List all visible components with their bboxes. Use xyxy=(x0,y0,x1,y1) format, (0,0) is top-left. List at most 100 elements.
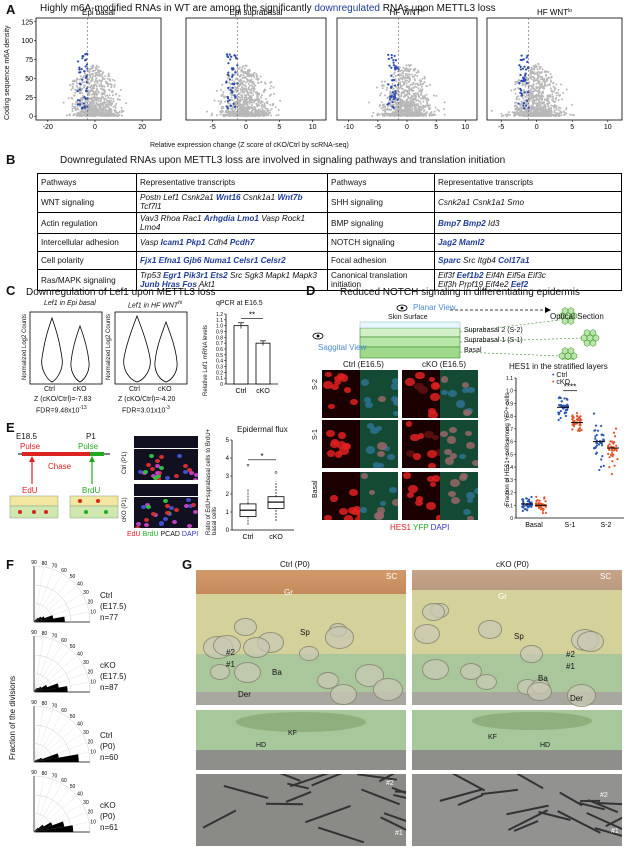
hes1-point xyxy=(594,437,597,440)
hes1-point xyxy=(595,451,598,454)
rose-angle-label: 40 xyxy=(77,791,83,797)
violin2-fdr-text: FDR=3.01x10 xyxy=(122,407,166,415)
rose-angle-label: 30 xyxy=(83,660,89,666)
g-cko-layer-label: #1 xyxy=(566,662,575,671)
rose-angle-label: 30 xyxy=(83,730,89,736)
downregulated-point xyxy=(229,58,232,61)
rose-wedge xyxy=(34,824,44,832)
panel-a-title: Highly m6A-modified RNAs in WT are among… xyxy=(40,3,496,14)
downregulated-point xyxy=(392,97,396,101)
hes1-point xyxy=(578,427,582,430)
rose-wedge xyxy=(34,686,42,692)
downregulated-point xyxy=(525,104,528,107)
transcript-text: Egr1 Pik3r1 Ets2 xyxy=(163,271,228,280)
em-nucleus xyxy=(527,681,552,701)
downregulated-point xyxy=(227,86,230,90)
rose-wedge xyxy=(34,616,42,622)
e-timepoint-p1: P1 xyxy=(86,432,96,441)
panel-a-letter: A xyxy=(6,2,16,17)
rose-label: Ctrl (E17.5) n=77 xyxy=(100,590,126,623)
downregulated-point xyxy=(83,70,86,73)
table-header: Pathways xyxy=(327,173,435,192)
rose-wedge xyxy=(34,830,35,832)
hes1-point xyxy=(612,453,615,456)
downregulated-point xyxy=(84,89,88,92)
downregulated-point xyxy=(234,56,238,60)
qpcr-xcat: cKO xyxy=(256,388,270,395)
g-ctrl-layer-label: #2 xyxy=(226,648,235,657)
hes1-xcat: S-2 xyxy=(601,522,612,529)
downregulated-point xyxy=(229,89,232,92)
downregulated-point xyxy=(393,84,397,87)
hes1-point xyxy=(593,429,596,432)
table-cell: Canonical translation initiation xyxy=(327,269,435,291)
transcript-text: Eef1b2 xyxy=(456,271,484,280)
hes1-point xyxy=(535,502,538,505)
downregulated-point xyxy=(390,74,393,77)
downregulated-point xyxy=(394,59,398,62)
downregulated-point xyxy=(230,67,233,70)
g-ctrl-em-bottom xyxy=(196,774,406,846)
hes1-point xyxy=(563,397,566,400)
downregulated-point xyxy=(522,102,526,105)
flux-ytick: 1 xyxy=(226,510,230,516)
e-chase: Chase xyxy=(48,462,72,471)
hes1-ytick: 0.9 xyxy=(506,401,513,407)
hes1-point xyxy=(530,495,533,499)
hes1-point xyxy=(575,412,579,415)
downregulated-point xyxy=(82,102,85,105)
rose-wedge xyxy=(34,683,59,692)
rose-angle-label: 10 xyxy=(90,610,96,616)
qpcr-ytick: 1.2 xyxy=(216,312,223,318)
rose-wedge xyxy=(34,685,48,692)
hes1-significance: **** xyxy=(564,383,576,392)
downregulated-point xyxy=(390,66,393,69)
transcript-text: Eif3f xyxy=(438,271,457,280)
rose-wedge xyxy=(34,686,68,692)
planar-view-label: Planar View xyxy=(413,303,456,312)
g-ctrl-layer-label: Sp xyxy=(300,628,310,637)
table-row: Cell polarity Fjx1 Efna1 Gjb6 Numa1 Celsr… xyxy=(37,251,622,270)
hes1-point xyxy=(560,400,563,403)
rose-label: Ctrl (P0) n=60 xyxy=(100,730,118,763)
hes1-ytick: 0.4 xyxy=(506,465,513,471)
violin2-title-text: Lef1 in HF WNT xyxy=(128,302,179,310)
rose-label-line: Ctrl xyxy=(100,731,113,740)
hes1-point xyxy=(572,423,576,426)
downregulated-point xyxy=(231,82,234,85)
merged-channel-image xyxy=(360,370,398,418)
y-tick-label: 75 xyxy=(25,57,33,64)
hes1-point xyxy=(578,429,581,432)
x-tick-label: 5 xyxy=(434,124,438,131)
e-cko-label: cKO (P1) xyxy=(122,497,128,522)
e-ctrl-image xyxy=(134,436,198,480)
hes1-point xyxy=(535,495,538,498)
downregulated-point xyxy=(390,56,393,59)
downregulated-point xyxy=(233,105,237,108)
transcript-text: Eef2 xyxy=(510,280,529,289)
panel-a-title-pre: Highly m6A-modified RNAs in WT are among… xyxy=(40,3,315,14)
transcript-text: Trp53 xyxy=(140,271,164,280)
downregulated-point xyxy=(226,55,230,59)
hes1-point xyxy=(599,465,603,468)
merged-channel-image xyxy=(360,420,398,468)
flux-significance: * xyxy=(260,452,263,461)
g-ctrl-layer-label: #1 xyxy=(226,660,235,669)
hes1-chart-title: HES1 in the stratified layers xyxy=(509,362,608,371)
violin1-frame xyxy=(29,311,103,385)
downregulated-point xyxy=(386,103,389,106)
hes1-point xyxy=(541,511,545,515)
downregulated-point xyxy=(388,64,391,67)
rose-angle-label: 40 xyxy=(77,651,83,657)
table-row: Ras/MAPK signaling Trp53 Egr1 Pik3r1 Ets2… xyxy=(37,269,622,291)
downregulated-point xyxy=(517,102,520,105)
downregulated-point xyxy=(525,68,528,71)
violin2-fdr-exp: -3 xyxy=(165,405,170,411)
g-cko-em-bottom xyxy=(412,774,622,846)
hes1-point xyxy=(607,452,610,456)
e-cko-image xyxy=(134,484,198,528)
downregulated-point xyxy=(392,58,395,62)
downregulated-point xyxy=(387,83,390,86)
downregulated-point xyxy=(520,54,523,57)
